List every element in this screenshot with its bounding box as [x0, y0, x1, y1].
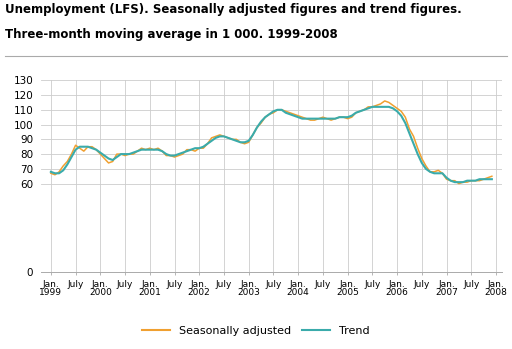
Text: Jan.: Jan.	[191, 280, 207, 289]
Text: July: July	[216, 280, 232, 289]
Trend	[439, 171, 445, 176]
Seasonally adjusted	[48, 171, 54, 176]
Seasonally adjusted	[381, 99, 388, 103]
Trend	[402, 121, 409, 125]
Seasonally adjusted	[439, 171, 445, 176]
Text: Jan.: Jan.	[389, 280, 406, 289]
Text: 2003: 2003	[237, 288, 260, 297]
Seasonally adjusted	[456, 181, 462, 186]
Text: Three-month moving average in 1 000. 1999-2008: Three-month moving average in 1 000. 199…	[5, 28, 338, 41]
Legend: Seasonally adjusted, Trend: Seasonally adjusted, Trend	[138, 321, 374, 340]
Text: Jan.: Jan.	[438, 280, 455, 289]
Text: 2002: 2002	[188, 288, 210, 297]
Text: Jan.: Jan.	[240, 280, 257, 289]
Seasonally adjusted	[431, 170, 437, 174]
Trend	[93, 148, 99, 152]
Text: 2004: 2004	[287, 288, 310, 297]
Trend	[369, 105, 375, 109]
Text: July: July	[265, 280, 282, 289]
Text: July: July	[315, 280, 331, 289]
Line: Trend: Trend	[51, 107, 492, 182]
Line: Seasonally adjusted: Seasonally adjusted	[51, 101, 492, 184]
Seasonally adjusted	[118, 152, 124, 156]
Trend	[118, 152, 124, 156]
Text: July: July	[414, 280, 430, 289]
Seasonally adjusted	[489, 174, 495, 178]
Trend	[452, 180, 458, 184]
Text: 1999: 1999	[39, 288, 62, 297]
Text: July: July	[117, 280, 133, 289]
Text: Jan.: Jan.	[42, 280, 59, 289]
Text: July: July	[68, 280, 84, 289]
Text: 2000: 2000	[89, 288, 112, 297]
Text: Unemployment (LFS). Seasonally adjusted figures and trend figures.: Unemployment (LFS). Seasonally adjusted …	[5, 3, 462, 16]
Text: 2006: 2006	[386, 288, 409, 297]
Text: Jan.: Jan.	[487, 280, 504, 289]
Text: Jan.: Jan.	[290, 280, 307, 289]
Trend	[489, 177, 495, 181]
Text: July: July	[166, 280, 183, 289]
Trend	[254, 125, 260, 129]
Trend	[431, 171, 437, 176]
Text: Jan.: Jan.	[92, 280, 109, 289]
Text: July: July	[463, 280, 479, 289]
Trend	[48, 170, 54, 174]
Text: Jan.: Jan.	[141, 280, 158, 289]
Text: 2001: 2001	[138, 288, 161, 297]
Text: 2008: 2008	[484, 288, 507, 297]
Text: 2005: 2005	[336, 288, 359, 297]
Text: 2007: 2007	[435, 288, 458, 297]
Seasonally adjusted	[254, 125, 260, 129]
Text: July: July	[364, 280, 380, 289]
Text: Jan.: Jan.	[339, 280, 356, 289]
Seasonally adjusted	[402, 115, 409, 119]
Seasonally adjusted	[93, 148, 99, 152]
